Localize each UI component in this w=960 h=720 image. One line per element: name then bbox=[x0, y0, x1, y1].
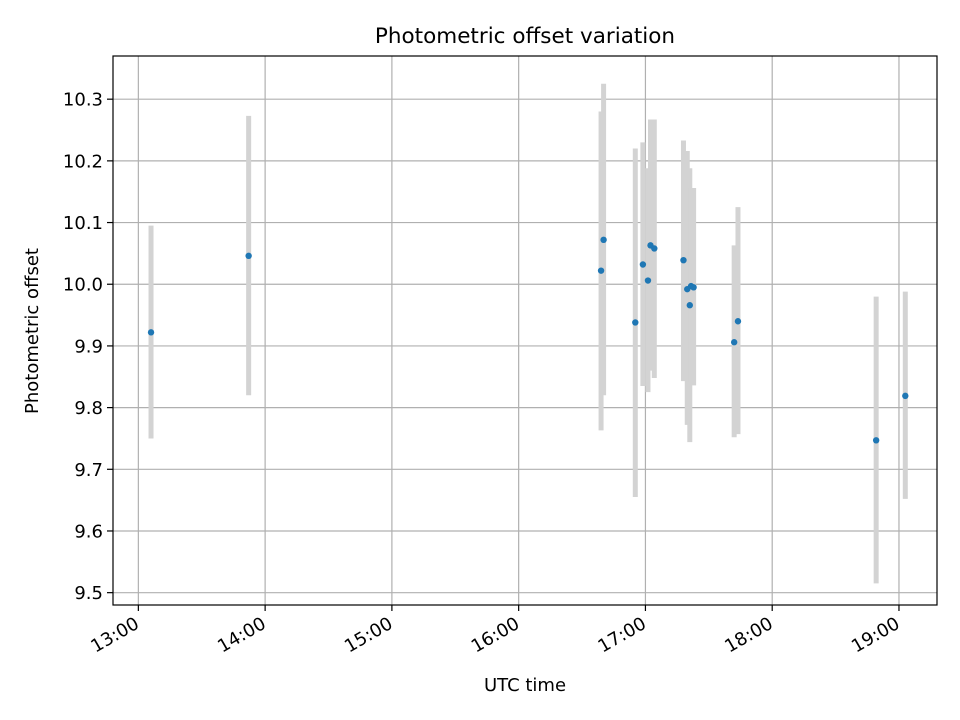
data-points bbox=[147, 236, 909, 444]
data-point bbox=[147, 329, 155, 336]
data-point bbox=[872, 437, 880, 444]
y-tick-label: 10.3 bbox=[63, 90, 103, 111]
plot-frame bbox=[112, 55, 938, 606]
y-tick-label: 9.9 bbox=[74, 336, 103, 357]
chart-title: Photometric offset variation bbox=[375, 24, 675, 49]
y-tick-label: 10.1 bbox=[63, 213, 103, 234]
data-point bbox=[651, 245, 658, 252]
y-tick-label: 9.8 bbox=[74, 398, 103, 419]
data-point bbox=[597, 267, 605, 274]
y-tick-label: 10.2 bbox=[63, 151, 103, 172]
x-gridlines bbox=[137, 56, 900, 605]
data-point bbox=[730, 339, 738, 346]
data-point bbox=[600, 236, 607, 244]
data-point bbox=[639, 261, 647, 268]
x-axis-title: UTC time bbox=[484, 675, 566, 696]
data-point bbox=[680, 256, 687, 264]
data-point bbox=[902, 392, 909, 400]
y-axis-title: Photometric offset bbox=[22, 248, 43, 414]
data-point bbox=[734, 318, 742, 325]
y-tick-label: 9.6 bbox=[74, 521, 103, 542]
y-tick-label: 10.0 bbox=[63, 275, 103, 296]
y-tick-label: 9.7 bbox=[74, 460, 103, 481]
data-point bbox=[644, 277, 652, 284]
data-point bbox=[245, 252, 252, 260]
data-point bbox=[632, 319, 639, 326]
data-point bbox=[686, 302, 693, 309]
data-point bbox=[690, 284, 697, 291]
y-tick-label: 9.5 bbox=[74, 583, 103, 604]
y-axis-ticks: 9.5 9.6 9.7 9.8 9.9 10.0 10.1 10.2 10.3 bbox=[63, 90, 113, 604]
